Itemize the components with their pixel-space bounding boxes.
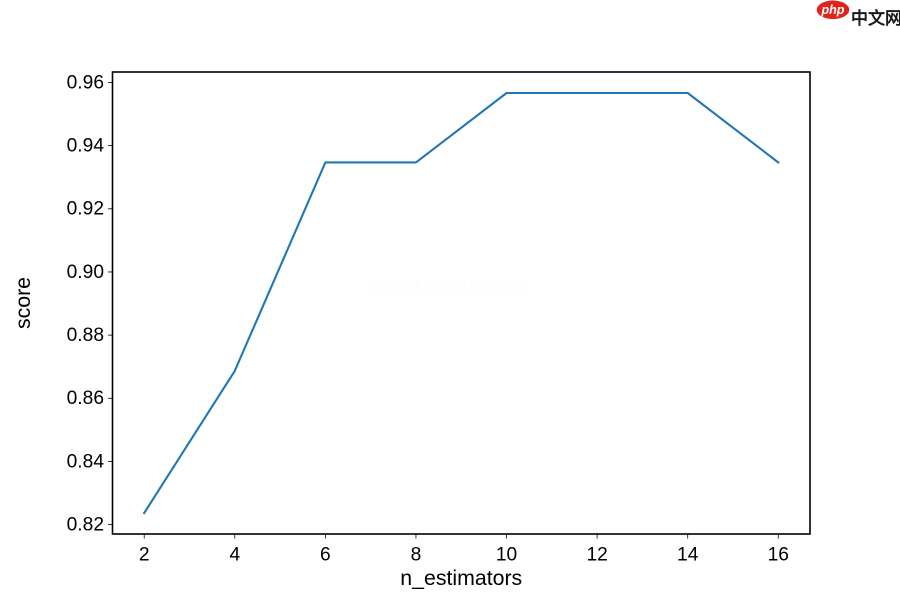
svg-text:中文网: 中文网 (851, 8, 900, 28)
svg-text:10: 10 (496, 545, 517, 566)
svg-text:www.phome.net: www.phome.net (369, 274, 530, 297)
svg-text:0.84: 0.84 (67, 451, 105, 472)
svg-text:0.96: 0.96 (67, 72, 104, 93)
svg-text:16: 16 (768, 545, 789, 566)
svg-text:2: 2 (139, 545, 150, 566)
svg-text:0.92: 0.92 (67, 199, 104, 220)
svg-text:0.90: 0.90 (67, 262, 104, 283)
svg-text:6: 6 (320, 545, 331, 566)
svg-text:score: score (11, 277, 35, 329)
svg-text:14: 14 (677, 545, 699, 566)
svg-text:12: 12 (586, 545, 607, 566)
svg-text:4: 4 (229, 545, 240, 566)
svg-text:8: 8 (411, 545, 422, 566)
svg-text:0.88: 0.88 (67, 325, 104, 346)
svg-text:php: php (821, 3, 845, 17)
svg-text:n_estimators: n_estimators (400, 566, 522, 590)
svg-text:0.82: 0.82 (67, 515, 104, 536)
svg-text:0.86: 0.86 (67, 388, 104, 409)
svg-text:0.94: 0.94 (67, 136, 105, 157)
